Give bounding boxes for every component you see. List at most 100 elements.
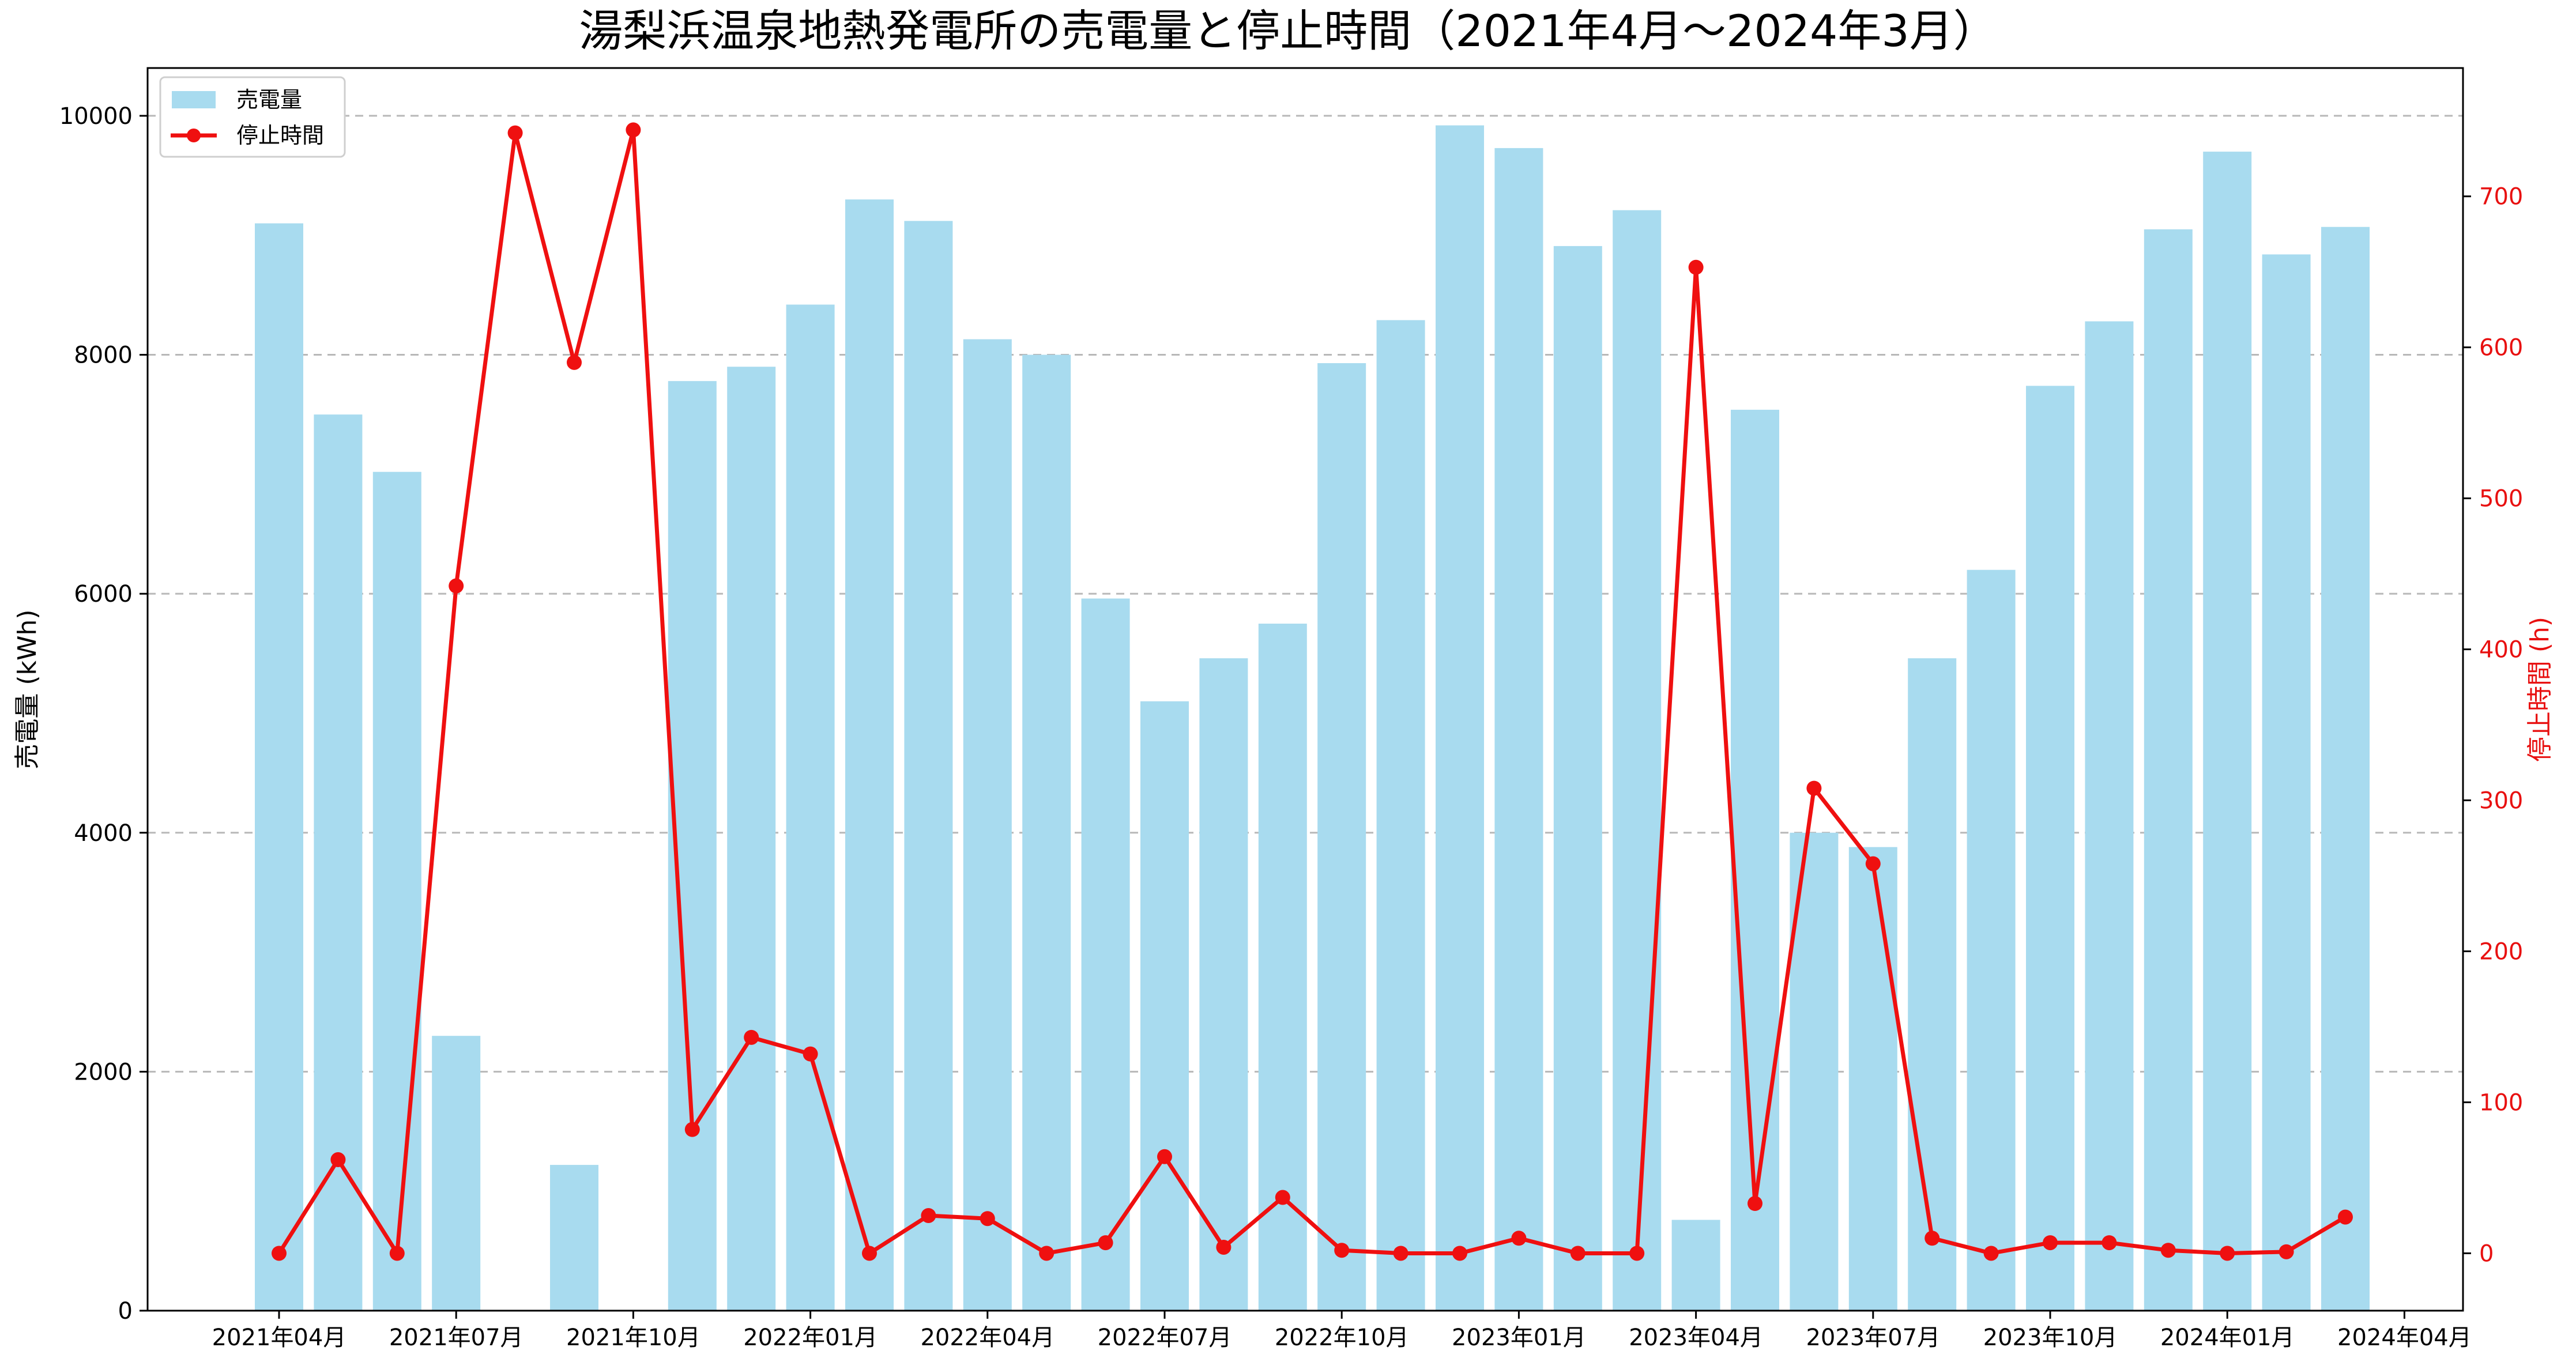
x-tick-label-2023-10: 2023年10月 — [1983, 1325, 2118, 1351]
bar-2023-12 — [2144, 229, 2193, 1311]
bar-2023-08 — [1908, 658, 1956, 1311]
right-tick-label-100: 100 — [2479, 1089, 2523, 1116]
point-2022-10 — [1334, 1243, 1349, 1258]
x-tick-label-2022-04: 2022年04月 — [920, 1325, 1054, 1351]
x-tick-label-2021-10: 2021年10月 — [566, 1325, 701, 1351]
bar-2021-04 — [255, 224, 303, 1311]
point-2024-01 — [2220, 1246, 2235, 1261]
bar-2023-10 — [2026, 386, 2074, 1311]
point-2022-08 — [1216, 1240, 1231, 1255]
point-2022-09 — [1275, 1190, 1290, 1205]
bar-2023-03 — [1613, 210, 1661, 1311]
point-2023-06 — [1806, 781, 1821, 796]
bar-2022-11 — [1377, 320, 1425, 1311]
point-2021-12 — [744, 1030, 759, 1045]
legend-marker-downtime — [187, 129, 201, 142]
point-2022-12 — [1452, 1246, 1467, 1261]
point-2022-11 — [1394, 1246, 1408, 1261]
right-tick-label-500: 500 — [2479, 486, 2523, 512]
x-axis: 2021年04月 2021年07月 2021年10月 2022年01月 2022年04月… — [212, 1311, 2472, 1351]
point-2022-03 — [921, 1208, 936, 1223]
left-tick-label-0: 0 — [118, 1298, 133, 1325]
point-2024-02 — [2279, 1244, 2294, 1259]
point-2023-10 — [2043, 1235, 2058, 1250]
right-tick-label-200: 200 — [2479, 939, 2523, 965]
left-tick-label-2000: 2000 — [74, 1059, 133, 1085]
bar-2022-02 — [845, 199, 894, 1311]
bar-2022-10 — [1317, 363, 1366, 1311]
left-tick-label-10000: 10000 — [59, 103, 133, 130]
point-2022-06 — [1098, 1235, 1113, 1250]
bar-2022-04 — [963, 339, 1012, 1311]
right-tick-label-400: 400 — [2479, 637, 2523, 663]
x-tick-label-2024-01: 2024年01月 — [2160, 1325, 2295, 1351]
point-2022-01 — [803, 1047, 818, 1062]
point-2023-09 — [1984, 1246, 1999, 1261]
bar-2021-09 — [550, 1165, 598, 1311]
left-tick-label-4000: 4000 — [74, 820, 133, 847]
point-2021-07 — [449, 579, 464, 594]
legend-label-sales: 売電量 — [236, 87, 302, 112]
bar-2024-01 — [2203, 152, 2251, 1311]
left-axis-label: 売電量 (kWh) — [13, 609, 42, 769]
point-2023-02 — [1571, 1246, 1585, 1261]
bar-2023-09 — [1967, 570, 2016, 1311]
right-axis-label: 停止時間 (h) — [2525, 617, 2555, 762]
point-2021-10 — [626, 122, 641, 137]
bar-2023-11 — [2085, 321, 2133, 1311]
x-tick-label-2023-07: 2023年07月 — [1806, 1325, 1940, 1351]
right-tick-label-300: 300 — [2479, 788, 2523, 814]
right-axis: 0 100 200 300 400 500 600 700 — [2463, 184, 2523, 1267]
point-2021-09 — [567, 355, 582, 370]
bar-2022-01 — [786, 304, 835, 1311]
bar-2022-06 — [1082, 598, 1130, 1311]
bar-2021-06 — [373, 472, 421, 1311]
x-tick-label-2023-04: 2023年04月 — [1629, 1325, 1763, 1351]
point-2021-04 — [272, 1246, 287, 1261]
left-tick-label-6000: 6000 — [74, 581, 133, 607]
point-2023-07 — [1866, 856, 1881, 871]
bar-2022-05 — [1022, 355, 1071, 1311]
x-tick-label-2021-07: 2021年07月 — [389, 1325, 524, 1351]
legend: 売電量 停止時間 — [160, 77, 345, 157]
right-tick-label-700: 700 — [2479, 184, 2523, 210]
point-2023-01 — [1511, 1231, 1526, 1246]
point-2022-02 — [862, 1246, 877, 1261]
bar-2023-02 — [1554, 246, 1602, 1311]
left-axis: 0 2000 4000 6000 8000 10000 — [59, 103, 148, 1325]
bar-2024-02 — [2262, 254, 2311, 1311]
point-2021-06 — [390, 1246, 405, 1261]
point-2023-05 — [1748, 1196, 1762, 1211]
point-2023-03 — [1629, 1246, 1644, 1261]
point-2023-11 — [2102, 1235, 2116, 1250]
right-tick-label-0: 0 — [2479, 1240, 2494, 1267]
bar-series-sales — [255, 126, 2370, 1311]
point-2023-08 — [1925, 1231, 1939, 1246]
bar-2022-12 — [1436, 126, 1484, 1311]
x-tick-label-2022-10: 2022年10月 — [1275, 1325, 1409, 1351]
x-tick-label-2021-04: 2021年04月 — [212, 1325, 347, 1351]
point-2021-05 — [330, 1152, 345, 1167]
legend-label-downtime: 停止時間 — [236, 123, 324, 148]
x-tick-label-2024-04: 2024年04月 — [2337, 1325, 2472, 1351]
bar-2023-04 — [1672, 1220, 1720, 1311]
point-2021-11 — [685, 1122, 700, 1137]
bar-2022-07 — [1140, 701, 1189, 1311]
chart-title: 湯梨浜温泉地熱発電所の売電量と停止時間（2021年4月～2024年3月） — [579, 5, 1997, 56]
point-2022-04 — [980, 1211, 995, 1226]
bar-2024-03 — [2321, 227, 2370, 1311]
point-2021-08 — [508, 126, 523, 141]
x-tick-label-2023-01: 2023年01月 — [1452, 1325, 1586, 1351]
bar-2022-03 — [904, 221, 952, 1311]
point-2022-07 — [1157, 1149, 1172, 1164]
bar-2023-07 — [1849, 847, 1897, 1311]
point-2022-05 — [1039, 1246, 1054, 1261]
bar-2021-05 — [314, 414, 362, 1311]
bar-2021-07 — [432, 1036, 480, 1311]
bar-2023-01 — [1494, 148, 1543, 1311]
point-2023-04 — [1689, 260, 1704, 275]
right-tick-label-600: 600 — [2479, 335, 2523, 361]
left-tick-label-8000: 8000 — [74, 342, 133, 369]
